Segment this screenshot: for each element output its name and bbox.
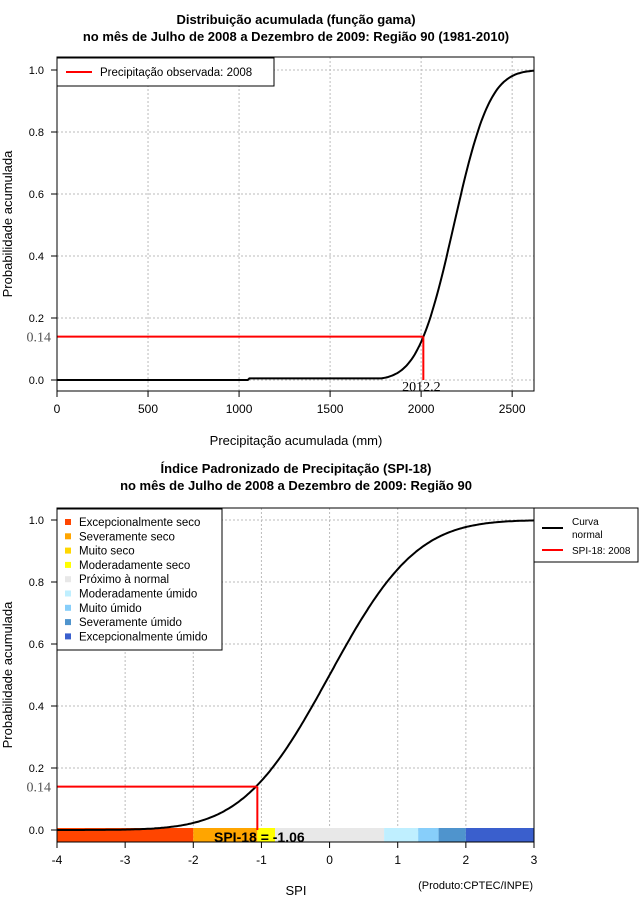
chart1-xlabel: Precipitação acumulada (mm) [210,433,383,448]
y-tick-label: 0.4 [29,251,44,263]
legend-swatch [65,561,71,568]
x-tick-label: -3 [120,853,131,867]
legend-box [533,507,639,563]
legend-swatch [65,619,71,626]
x-tick-label: 3 [531,853,538,867]
y-tick-label: 0.0 [29,825,44,837]
cdf-curve [57,519,535,831]
legend-label: Moderadamente seco [79,560,190,572]
y-tick-label: 0.8 [29,127,44,139]
chart2-title-line2: no mês de Julho de 2008 a Dezembro de 20… [120,478,472,493]
category-band [57,828,194,842]
legend-label: Severamente seco [79,531,175,543]
legend-label: Muito seco [79,546,135,558]
legend-label: Curva [572,517,599,528]
category-band [384,828,419,842]
y-tick-label: 0.2 [29,313,44,325]
category-band [257,828,276,842]
y-tick-label: 0.0 [29,375,44,387]
y-tick-label: 0.6 [29,639,44,651]
x-tick-label: 1500 [317,402,344,416]
chart1-title-line2: no mês de Julho de 2008 a Dezembro de 20… [83,29,509,44]
chart1-legend [56,57,275,87]
category-band [193,828,258,842]
y-tick-label: 1.0 [29,515,44,527]
y-tick-label: 0.6 [29,189,44,201]
legend-label: Severamente úmido [79,617,182,629]
legend-label: Próximo à normal [79,574,169,586]
legend-swatch [65,519,71,525]
legend-label: SPI-18: 2008 [572,546,631,557]
chart2-xlabel: SPI [286,883,307,898]
y-tick-label: 1.0 [29,65,44,77]
plot-frame [56,56,535,392]
category-band [438,828,466,842]
legend-swatch [65,533,71,540]
x-tick-label: -2 [188,853,199,867]
x-tick-label: 2 [463,853,470,867]
chart1-legend-label: Precipitação observada: 2008 [100,67,252,79]
category-band [418,828,439,842]
x-tick-label: 0 [326,853,333,867]
legend-label: Excepcionalmente úmido [79,631,208,643]
legend-box [56,508,223,651]
legend-label: Moderadamente úmido [79,589,197,601]
x-tick-label: 2500 [499,402,526,416]
category-band [465,828,534,842]
category-band [275,828,385,842]
legend-swatch [65,590,71,597]
cdf-curve [57,69,535,381]
chart2-title-line1: Índice Padronizado de Precipitação (SPI-… [161,461,432,476]
chart2-plot: 0.14 SPI-18 = -1.06 -4 -3 -2 -1 0 1 2 3 0.0 0.2 0.4 0… [27,507,538,867]
legend-label: Muito úmido [79,603,142,615]
x-tick-label: -1 [256,853,267,867]
observed-y-label: 0.14 [27,781,52,796]
credit-text: (Produto:CPTEC/INPE) [418,880,533,892]
legend-swatch [65,547,71,554]
y-tick-label: 0.4 [29,701,44,713]
x-tick-label: -4 [52,853,63,867]
legend-swatch [65,576,71,583]
legend-label: Excepcionalmente seco [79,517,200,529]
chart2-category-legend: Excepcionalmente seco Severamente seco Mui… [56,508,223,651]
legend-swatch [65,604,71,611]
x-tick-label: 2000 [408,402,435,416]
chart1-ylabel: Probabilidade acumulada [0,150,15,297]
observed-y-label: 0.14 [27,331,52,346]
x-tick-label: 500 [138,402,158,416]
x-tick-label: 0 [54,402,61,416]
y-tick-label: 0.2 [29,763,44,775]
legend-swatch [65,633,71,640]
x-tick-label: 1 [394,853,401,867]
spi-annotation: SPI-18 = -1.06 [214,829,305,845]
chart2-line-legend: Curva normal SPI-18: 2008 [533,507,639,563]
legend-label: normal [572,530,603,541]
x-tick-label: 1000 [226,402,253,416]
plot-frame [56,507,535,843]
y-tick-label: 0.8 [29,577,44,589]
chart2-ylabel: Probabilidade acumulada [0,601,15,748]
chart1-title-line1: Distribuição acumulada (função gama) [176,12,415,27]
